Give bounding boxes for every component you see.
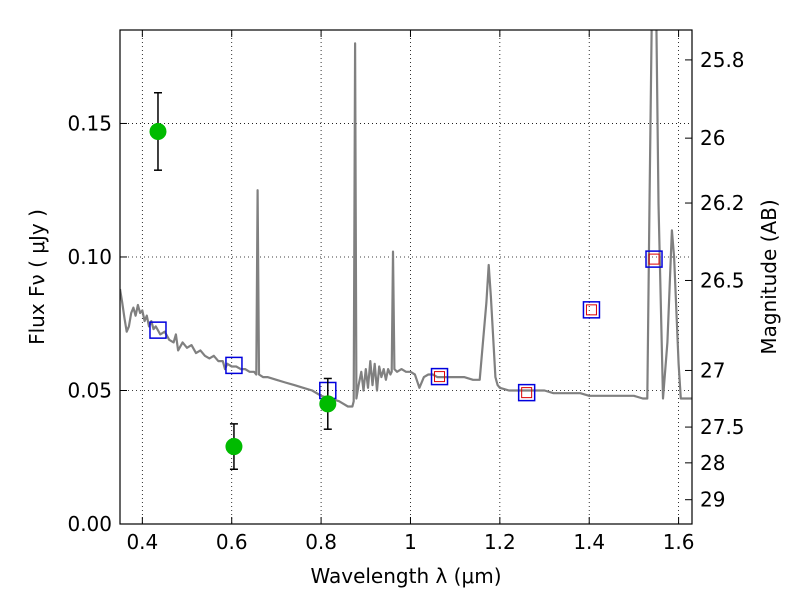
- y2-tick-label: 28: [700, 451, 725, 475]
- model-photometry-square: [430, 367, 449, 386]
- grid-lines: [120, 30, 692, 524]
- model-photometry-square: [645, 250, 663, 268]
- observed-photometry-square: [434, 371, 446, 383]
- data-markers: [149, 92, 663, 471]
- x-tick-label: 0.4: [126, 530, 158, 554]
- observed-photometry-square: [521, 387, 533, 399]
- plot-frame: [119, 29, 693, 525]
- measured-flux-point: [225, 438, 243, 456]
- spectrum-line: [120, 30, 692, 408]
- x-tick-label: 0.8: [305, 530, 337, 554]
- observed-photometry-square: [648, 253, 660, 265]
- y2-tick-label: 27: [700, 358, 725, 382]
- x-tick-label: 1.6: [663, 530, 695, 554]
- y-tick-label: 0.10: [67, 245, 112, 269]
- x-tick-label: 1.2: [484, 530, 516, 554]
- model-spectrum: [120, 30, 692, 408]
- y2-tick-label: 26.2: [700, 191, 745, 215]
- y2-axis-title: Magnitude (AB): [757, 199, 781, 354]
- y2-tick-label: 26.5: [700, 268, 745, 292]
- model-photometry-square: [149, 321, 167, 339]
- observed-photometry-square: [585, 304, 597, 316]
- x-axis-title: Wavelength λ (μm): [310, 564, 501, 588]
- axis-ticks: 0.4 0.6 0.8 1 1.2 1.4 1.6 0.00 0.05 0.10 0.15 25.8 2…: [67, 30, 745, 554]
- y-tick-label: 0.00: [67, 512, 112, 536]
- x-tick-label: 1: [404, 530, 417, 554]
- y2-tick-label: 26: [700, 126, 725, 150]
- y2-tick-label: 25.8: [700, 48, 745, 72]
- y2-tick-label: 27.5: [700, 415, 745, 439]
- measured-flux-point: [149, 122, 167, 140]
- x-tick-label: 1.4: [573, 530, 605, 554]
- y-axis-title: Flux Fν ( μJy ): [25, 209, 49, 345]
- y-tick-label: 0.05: [67, 378, 112, 402]
- y2-tick-label: 29: [700, 488, 725, 512]
- model-photometry-square: [517, 383, 536, 402]
- measured-flux-point: [319, 395, 337, 413]
- model-photometry-square: [225, 356, 243, 375]
- model-photometry-square: [582, 301, 601, 319]
- y-tick-label: 0.15: [67, 111, 112, 135]
- x-tick-label: 0.6: [216, 530, 248, 554]
